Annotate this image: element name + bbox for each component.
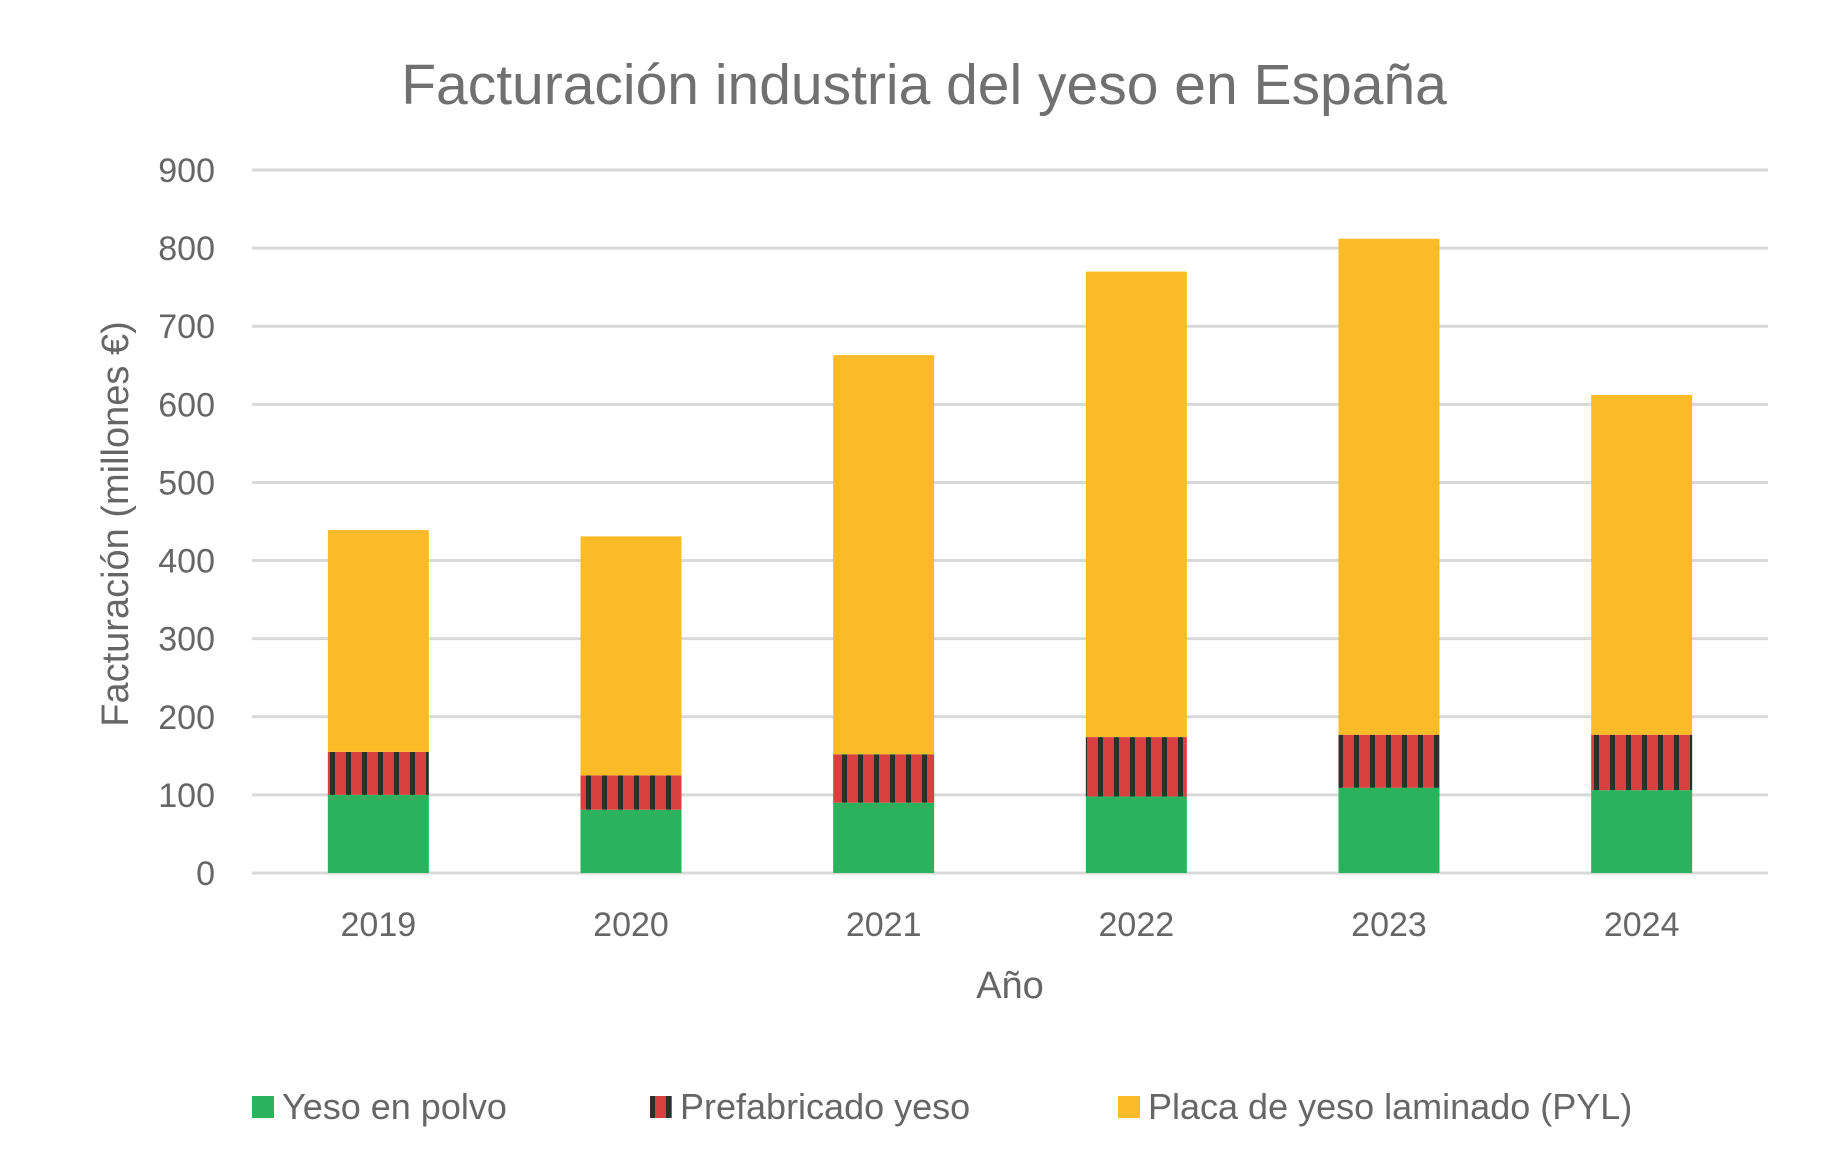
- x-tick-label: 2020: [593, 906, 669, 944]
- x-tick-label: 2019: [341, 906, 417, 944]
- y-tick-label: 700: [158, 308, 215, 346]
- y-tick-label: 400: [158, 543, 215, 581]
- bar-segment-prefabricado-yeso: [580, 775, 682, 810]
- y-axis-ticks: 0 100 200 300 400 500 600 700 800 900: [158, 152, 215, 893]
- y-tick-label: 200: [158, 699, 215, 737]
- x-axis-label: Año: [976, 965, 1044, 1007]
- bar-segment-prefabricado-yeso: [833, 754, 935, 803]
- legend: Yeso en polvo Prefabricado yeso Placa de y…: [252, 1086, 1632, 1127]
- y-axis-label: Facturación (millones €): [95, 321, 137, 726]
- legend-label: Placa de yeso laminado (PYL): [1148, 1086, 1632, 1127]
- legend-label: Prefabricado yeso: [680, 1086, 970, 1127]
- chart-title: Facturación industria del yeso en España: [401, 53, 1447, 117]
- x-tick-label: 2022: [1099, 906, 1175, 944]
- bar-segment-placa-de-yeso-laminado-pyl: [1338, 238, 1440, 735]
- bar-segment-placa-de-yeso-laminado-pyl: [327, 530, 429, 752]
- y-tick-label: 300: [158, 621, 215, 659]
- bar-segment-yeso-en-polvo: [1085, 796, 1187, 873]
- bar-segment-prefabricado-yeso: [327, 751, 429, 795]
- legend-label: Yeso en polvo: [282, 1086, 507, 1127]
- y-tick-label: 900: [158, 152, 215, 190]
- bar-segment-prefabricado-yeso: [1085, 737, 1187, 797]
- bar-segment-placa-de-yeso-laminado-pyl: [1085, 271, 1187, 738]
- gridlines: [252, 168, 1768, 875]
- legend-swatch: [252, 1096, 274, 1118]
- y-tick-label: 100: [158, 777, 215, 815]
- bar-segment-yeso-en-polvo: [1338, 787, 1440, 873]
- y-tick-label: 500: [158, 464, 215, 502]
- legend-swatch: [1118, 1096, 1140, 1118]
- bar-segment-placa-de-yeso-laminado-pyl: [1591, 394, 1693, 735]
- bar-segment-placa-de-yeso-laminado-pyl: [833, 355, 935, 755]
- x-tick-label: 2021: [846, 906, 922, 944]
- bar-segment-placa-de-yeso-laminado-pyl: [580, 536, 682, 776]
- y-tick-label: 0: [196, 855, 215, 893]
- bar-segment-prefabricado-yeso: [1338, 734, 1440, 788]
- bar-segment-yeso-en-polvo: [580, 809, 682, 873]
- y-tick-label: 600: [158, 386, 215, 424]
- x-axis-ticks: 2019 2020 2021 2022 2023 2024: [341, 906, 1680, 944]
- legend-swatch: [650, 1096, 672, 1118]
- x-tick-label: 2024: [1604, 906, 1680, 944]
- bar-segment-yeso-en-polvo: [1591, 790, 1693, 873]
- x-tick-label: 2023: [1351, 906, 1427, 944]
- y-tick-label: 800: [158, 230, 215, 268]
- bar-segment-yeso-en-polvo: [833, 802, 935, 873]
- bar-segment-yeso-en-polvo: [327, 794, 429, 873]
- bars: [327, 238, 1693, 873]
- bar-segment-prefabricado-yeso: [1591, 734, 1693, 791]
